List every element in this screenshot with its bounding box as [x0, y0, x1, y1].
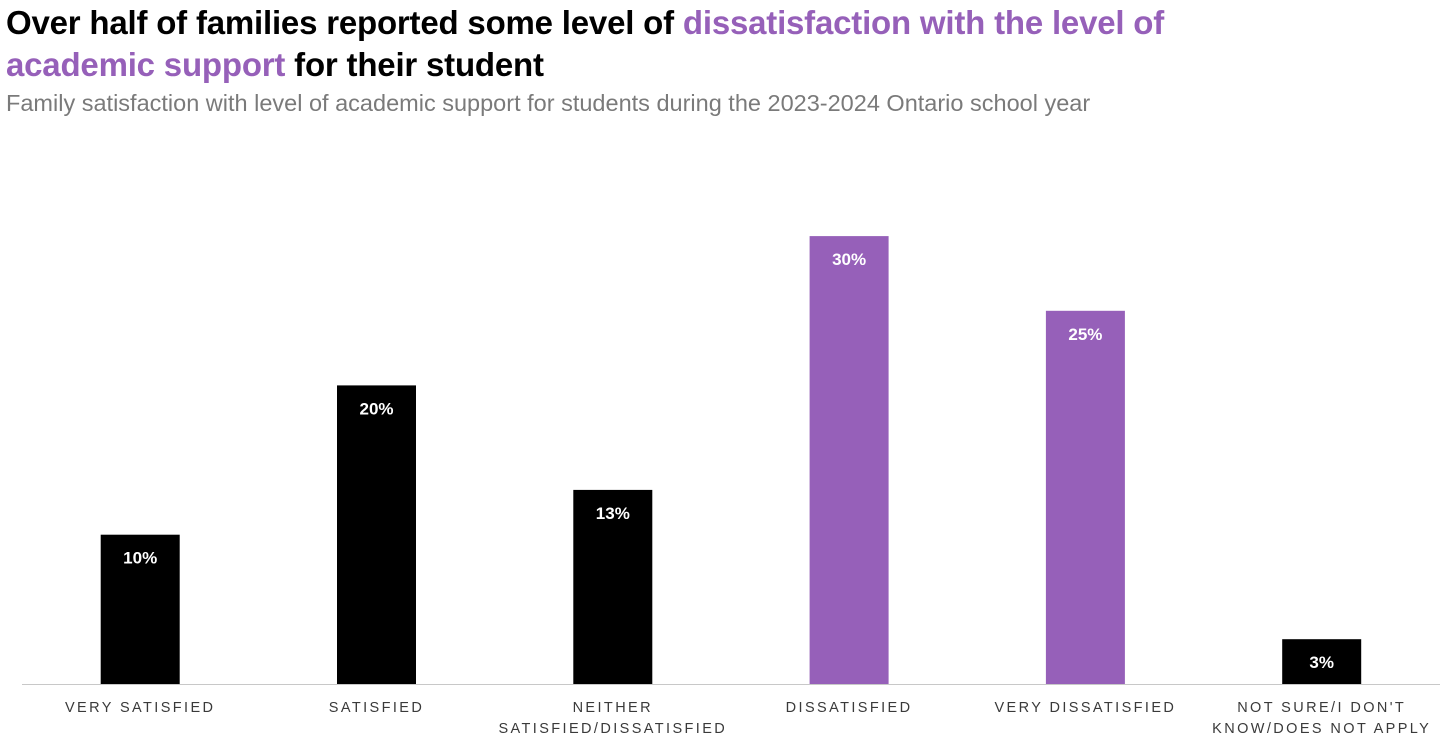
category-label-dissatisfied: DISSATISFIED: [786, 700, 913, 716]
data-label-satisfied: 20%: [359, 399, 393, 418]
title-highlight-2: academic support: [6, 46, 286, 83]
bar-very-dissatisfied: [1045, 310, 1125, 685]
category-label-not-sure-i-don-t-know-does-not-apply: NOT SURE/I DON'T KNOW/DOES NOT APPLY: [1212, 700, 1431, 737]
category-label-line: NOT SURE/I DON'T: [1237, 700, 1406, 716]
bar-dissatisfied: [809, 236, 889, 684]
chart-subtitle: Family satisfaction with level of academ…: [6, 90, 1091, 116]
bars-layer: 10% 20% 13% 30% 25% 3%: [100, 236, 1362, 685]
data-label-very-satisfied: 10%: [123, 549, 157, 568]
category-label-very-dissatisfied: VERY DISSATISFIED: [994, 700, 1176, 716]
chart-title: Over half of families reported some leve…: [6, 2, 1206, 86]
title-part-2: for their student: [285, 46, 544, 83]
category-label-line: NEITHER: [573, 700, 653, 716]
bar-very-satisfied: [100, 534, 180, 684]
category-label-very-satisfied: VERY SATISFIED: [65, 700, 215, 716]
category-label-line: SATISFIED/DISSATISFIED: [498, 721, 727, 737]
category-label-satisfied: SATISFIED: [329, 700, 424, 716]
data-label-not-sure-i-don-t-know-does-not-apply: 3%: [1309, 653, 1334, 672]
category-label-line: VERY SATISFIED: [65, 700, 215, 716]
data-label-dissatisfied: 30%: [832, 250, 866, 269]
labels-layer: VERY SATISFIED SATISFIED NEITHER SATISFIED/…: [65, 700, 1431, 737]
title-part-1: Over half of families reported some leve…: [6, 4, 683, 41]
bar-satisfied: [337, 385, 416, 684]
title-highlight-1: dissatisfaction with the level of: [682, 4, 1165, 41]
category-label-line: SATISFIED: [329, 700, 424, 716]
category-label-line: VERY DISSATISFIED: [994, 700, 1176, 716]
bar-not-sure-i-don-t-know-does-not-apply: [1282, 639, 1362, 684]
data-label-very-dissatisfied: 25%: [1068, 325, 1102, 344]
category-label-line: DISSATISFIED: [786, 700, 913, 716]
bar-neither-satisfied-dissatisfied: [573, 489, 653, 684]
data-label-neither-satisfied-dissatisfied: 13%: [596, 504, 630, 523]
category-label-neither-satisfied-dissatisfied: NEITHER SATISFIED/DISSATISFIED: [498, 700, 727, 737]
category-label-line: KNOW/DOES NOT APPLY: [1212, 721, 1431, 737]
